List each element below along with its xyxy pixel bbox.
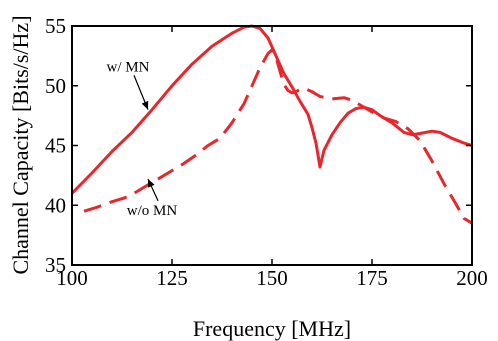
annotation-label: w/o MN [127, 203, 178, 219]
y-tick-label: 55 [45, 14, 66, 38]
x-tick-label: 150 [256, 266, 288, 290]
annotation-label: w/ MN [107, 59, 150, 75]
y-tick-label: 45 [45, 134, 66, 158]
annotation-arrowhead [148, 178, 155, 188]
y-tick-label: 35 [45, 253, 66, 277]
lines-layer [70, 24, 473, 225]
y-tick-label: 50 [45, 74, 66, 98]
x-tick-label: 175 [356, 266, 388, 290]
x-tick-label: 200 [456, 266, 488, 290]
x-axis-title: Frequency [MHz] [193, 316, 351, 341]
y-tick-label: 40 [45, 193, 66, 217]
series-line-w-mn [70, 24, 473, 195]
annotation-arrowhead [141, 100, 149, 110]
x-tick-label: 100 [56, 266, 88, 290]
ticks-layer: 100 125 150 175 200 35 40 45 50 55 [45, 14, 488, 290]
series-line-w-o-mn [83, 48, 473, 225]
annotations-layer: w/ MN w/o MN [107, 59, 178, 218]
x-tick-label: 125 [156, 266, 188, 290]
y-axis-title: Channel Capacity [Bits/s/Hz] [8, 15, 33, 274]
